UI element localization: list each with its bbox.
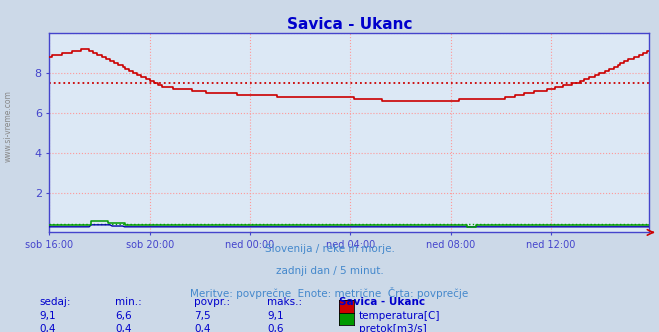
Text: min.:: min.: [115,297,142,307]
Text: povpr.:: povpr.: [194,297,231,307]
Text: maks.:: maks.: [267,297,302,307]
Text: 9,1: 9,1 [267,311,283,321]
Text: pretok[m3/s]: pretok[m3/s] [359,324,427,332]
Text: temperatura[C]: temperatura[C] [359,311,441,321]
Text: zadnji dan / 5 minut.: zadnji dan / 5 minut. [275,266,384,276]
Text: 9,1: 9,1 [40,311,56,321]
Text: 0,4: 0,4 [194,324,211,332]
Text: 0,4: 0,4 [115,324,132,332]
Text: Slovenija / reke in morje.: Slovenija / reke in morje. [264,244,395,254]
Text: 7,5: 7,5 [194,311,211,321]
Text: sedaj:: sedaj: [40,297,71,307]
Text: 0,6: 0,6 [267,324,283,332]
Text: Meritve: povprečne  Enote: metrične  Črta: povprečje: Meritve: povprečne Enote: metrične Črta:… [190,287,469,299]
Text: 0,4: 0,4 [40,324,56,332]
Text: 6,6: 6,6 [115,311,132,321]
Text: www.si-vreme.com: www.si-vreme.com [3,90,13,162]
Title: Savica - Ukanc: Savica - Ukanc [287,17,412,32]
Text: Savica - Ukanc: Savica - Ukanc [339,297,426,307]
